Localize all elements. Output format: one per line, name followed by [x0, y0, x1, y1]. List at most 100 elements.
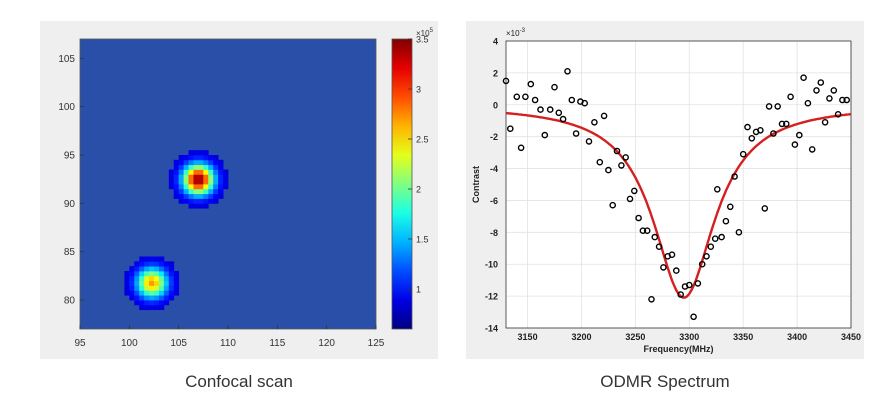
heatmap-cell — [184, 170, 189, 175]
odmr-y-tick-label: 4 — [493, 37, 498, 47]
heatmap-cell — [124, 271, 129, 276]
heatmap-cell — [129, 271, 134, 276]
odmr-x-axis-label: Frequency(MHz) — [643, 344, 713, 354]
heatmap-cell — [134, 286, 139, 291]
heatmap-cell — [174, 290, 179, 295]
heatmap-cell — [144, 305, 149, 310]
odmr-y-tick-label: -8 — [490, 228, 498, 238]
heatmap-y-tick-label: 85 — [64, 247, 76, 258]
heatmap-cell — [169, 290, 174, 295]
colorbar-tick-label: 3 — [416, 85, 421, 95]
heatmap-cell — [144, 281, 149, 286]
heatmap-cell — [144, 271, 149, 276]
colorbar-tick-label: 2 — [416, 185, 421, 195]
heatmap-cell — [124, 286, 129, 291]
heatmap-cell — [218, 189, 223, 194]
heatmap-cell — [134, 271, 139, 276]
heatmap-cell — [208, 170, 213, 175]
heatmap-cell — [203, 165, 208, 170]
heatmap-cell — [159, 261, 164, 266]
odmr-plot-area — [506, 41, 851, 328]
heatmap-cell — [174, 194, 179, 199]
odmr-x-tick-label: 3150 — [518, 332, 538, 342]
heatmap-cell — [179, 165, 184, 170]
heatmap-y-tick-label: 95 — [64, 151, 76, 162]
heatmap-cell — [179, 170, 184, 175]
heatmap-cell — [129, 295, 134, 300]
heatmap-cell — [159, 305, 164, 310]
heatmap-cell — [164, 276, 169, 281]
heatmap-cell — [193, 203, 198, 208]
odmr-scatter-chart: 3150 3200 3250 3300 3350 3400 3450420-2-4-6-8-… — [466, 21, 864, 359]
heatmap-cell — [179, 184, 184, 189]
heatmap-cell — [149, 305, 154, 310]
heatmap-cell — [198, 203, 203, 208]
heatmap-cell — [174, 276, 179, 281]
heatmap-cell — [179, 194, 184, 199]
heatmap-cell — [208, 199, 213, 204]
heatmap-cell — [208, 179, 213, 184]
heatmap-cell — [203, 174, 208, 179]
odmr-y-tick-label: -2 — [490, 132, 498, 142]
heatmap-cell — [139, 300, 144, 305]
heatmap-cell — [164, 286, 169, 291]
heatmap-cell — [213, 189, 218, 194]
heatmap-cell — [203, 194, 208, 199]
heatmap-cell — [193, 199, 198, 204]
heatmap-cell — [213, 174, 218, 179]
heatmap-cell — [154, 266, 159, 271]
heatmap-cell — [154, 290, 159, 295]
heatmap-cell — [154, 305, 159, 310]
heatmap-cell — [193, 160, 198, 165]
heatmap-cell — [223, 184, 228, 189]
heatmap-cell — [198, 170, 203, 175]
heatmap-y-tick-label: 80 — [64, 296, 76, 307]
heatmap-cell — [218, 174, 223, 179]
odmr-y-tick-label: -4 — [490, 164, 498, 174]
heatmap-cell — [134, 266, 139, 271]
heatmap-cell — [159, 266, 164, 271]
heatmap-cell — [213, 184, 218, 189]
heatmap-cell — [193, 155, 198, 160]
odmr-x-tick-label: 3350 — [733, 332, 753, 342]
heatmap-cell — [139, 286, 144, 291]
heatmap-cell — [139, 276, 144, 281]
heatmap-cell — [129, 290, 134, 295]
odmr-x-tick-label: 3300 — [679, 332, 699, 342]
heatmap-cell — [174, 271, 179, 276]
heatmap-cell — [193, 165, 198, 170]
heatmap-cell — [213, 160, 218, 165]
colorbar-tick-label: 2.5 — [416, 135, 429, 145]
heatmap-cell — [189, 189, 194, 194]
heatmap-cell — [193, 194, 198, 199]
odmr-y-tick-label: -6 — [490, 196, 498, 206]
heatmap-cell — [218, 179, 223, 184]
heatmap-cell — [154, 281, 159, 286]
heatmap-cell — [179, 155, 184, 160]
heatmap-cell — [169, 281, 174, 286]
heatmap-x-tick-label: 95 — [74, 338, 86, 349]
heatmap-cell — [134, 295, 139, 300]
colorbar — [392, 39, 412, 329]
heatmap-cell — [154, 300, 159, 305]
heatmap-cell — [184, 160, 189, 165]
confocal-heatmap-chart: 95 100 105 110 115 120 125 80 85 90 95 100 105 1 1.5 2 2… — [40, 21, 438, 359]
heatmap-cell — [189, 155, 194, 160]
odmr-y-tick-label: -12 — [485, 292, 498, 302]
heatmap-cell — [124, 281, 129, 286]
heatmap-cell — [184, 165, 189, 170]
heatmap-cell — [169, 271, 174, 276]
heatmap-cell — [203, 203, 208, 208]
odmr-spectrum-caption: ODMR Spectrum — [515, 372, 815, 392]
heatmap-cell — [198, 179, 203, 184]
heatmap-cell — [193, 189, 198, 194]
odmr-y-tick-label: 0 — [493, 100, 498, 110]
heatmap-cell — [144, 261, 149, 266]
heatmap-cell — [149, 261, 154, 266]
heatmap-cell — [184, 155, 189, 160]
heatmap-cell — [218, 194, 223, 199]
heatmap-cell — [213, 165, 218, 170]
heatmap-cell — [203, 170, 208, 175]
heatmap-cell — [159, 295, 164, 300]
heatmap-cell — [223, 170, 228, 175]
